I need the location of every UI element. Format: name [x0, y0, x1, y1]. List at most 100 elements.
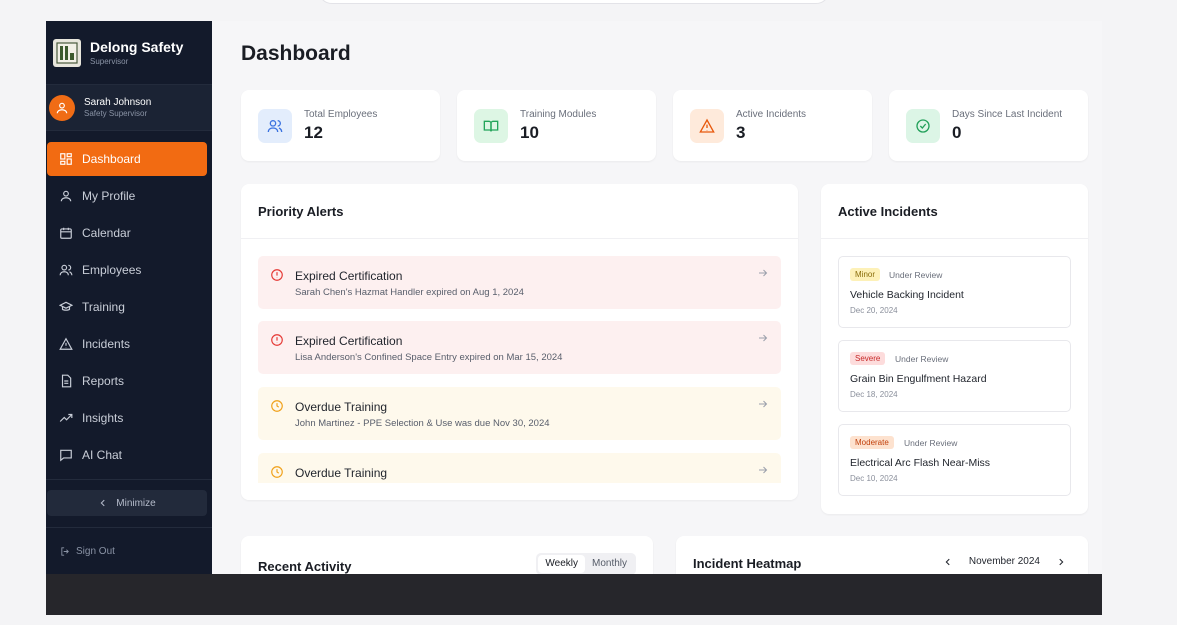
alert-item[interactable]: Expired Certification Lisa Anderson's Co… [258, 321, 781, 374]
brand: Delong Safety Supervisor [46, 21, 212, 85]
incident-date: Dec 10, 2024 [850, 474, 898, 483]
period-toggle: Weekly Monthly [536, 553, 636, 575]
sidebar-item-label: Dashboard [82, 152, 141, 166]
stat-card-total-employees[interactable]: Total Employees 12 [241, 90, 440, 161]
stat-label: Days Since Last Incident [952, 109, 1063, 120]
sign-out-label: Sign Out [76, 546, 115, 557]
user-card[interactable]: Sarah Johnson Safety Supervisor [46, 85, 212, 131]
sidebar-item-dashboard[interactable]: Dashboard [47, 142, 207, 176]
alert-title: Expired Certification [295, 334, 403, 348]
sidebar-item-label: Calendar [82, 226, 131, 240]
heatmap-month: November 2024 [968, 556, 1040, 567]
minimize-wrap: Minimize [46, 479, 212, 516]
user-icon [60, 190, 72, 202]
warning-triangle-icon [59, 337, 73, 350]
alert-circle-icon [271, 334, 283, 346]
sidebar-item-my-profile[interactable]: My Profile [47, 179, 207, 213]
incident-heatmap-title: Incident Heatmap [693, 556, 802, 571]
sidebar-item-training[interactable]: Training [47, 290, 207, 324]
alert-item[interactable]: Expired Certification Sarah Chen's Hazma… [258, 256, 781, 309]
sidebar-nav: Dashboard My Profile Calendar Employees … [46, 142, 212, 475]
calendar-icon [60, 227, 72, 239]
alert-title: Expired Certification [295, 269, 403, 283]
brand-role: Supervisor [90, 57, 129, 66]
sidebar-item-label: Reports [82, 374, 125, 388]
check-circle-icon [906, 109, 940, 143]
arrow-right-icon[interactable] [757, 332, 769, 344]
signout-wrap: Sign Out [46, 527, 212, 575]
incident-date: Dec 20, 2024 [850, 306, 898, 315]
chevron-right-icon[interactable] [1056, 557, 1066, 567]
month-navigator: November 2024 [943, 556, 1066, 567]
severity-badge: Severe [850, 352, 886, 365]
user-name: Sarah Johnson [84, 97, 152, 108]
incident-title: Grain Bin Engulfment Hazard [850, 373, 987, 385]
incident-status: Under Review [895, 354, 949, 364]
toggle-weekly[interactable]: Weekly [538, 555, 585, 573]
sidebar-item-incidents[interactable]: Incidents [47, 327, 207, 361]
arrow-right-icon[interactable] [757, 464, 769, 476]
stat-card-active-incidents[interactable]: Active Incidents 3 [673, 90, 872, 161]
clock-icon [271, 466, 283, 478]
sidebar-item-reports[interactable]: Reports [47, 364, 207, 398]
stat-label: Training Modules [520, 109, 597, 120]
main-content: Dashboard Total Employees 12 Training Mo… [212, 21, 1102, 596]
toggle-monthly[interactable]: Monthly [591, 558, 627, 569]
alerts-scroll-mask [241, 483, 798, 500]
chat-icon [60, 449, 72, 462]
sign-out-button[interactable]: Sign Out [46, 528, 212, 575]
sidebar-item-calendar[interactable]: Calendar [47, 216, 207, 250]
alert-title: Overdue Training [295, 400, 388, 414]
incident-title: Vehicle Backing Incident [850, 289, 964, 301]
stat-value: 10 [520, 123, 539, 142]
stat-value: 3 [736, 123, 746, 142]
alert-description: John Martinez - PPE Selection & Use was … [295, 418, 550, 429]
bottom-bar [46, 574, 1102, 615]
sidebar-item-employees[interactable]: Employees [47, 253, 207, 287]
graduation-cap-icon [59, 301, 73, 311]
stat-label: Total Employees [304, 109, 378, 120]
users-icon [258, 109, 292, 143]
clock-icon [271, 400, 283, 412]
alert-circle-icon [271, 269, 283, 281]
minimize-label: Minimize [116, 497, 156, 509]
stat-value: 12 [304, 123, 323, 142]
stat-card-days-since-incident[interactable]: Days Since Last Incident 0 [889, 90, 1088, 161]
dashboard-icon [60, 153, 72, 165]
active-incidents-panel: Active Incidents Minor Under Review Vehi… [821, 184, 1088, 514]
sidebar-item-ai-chat[interactable]: AI Chat [47, 438, 207, 472]
top-search-bar[interactable] [318, 0, 830, 4]
arrow-right-icon[interactable] [757, 267, 769, 279]
sidebar-item-label: My Profile [82, 189, 136, 203]
severity-badge: Moderate [850, 436, 894, 449]
alert-title: Overdue Training [295, 466, 388, 480]
page-title: Dashboard [241, 42, 351, 65]
incident-status: Under Review [889, 270, 943, 280]
incident-card[interactable]: Moderate Under Review Electrical Arc Fla… [838, 424, 1071, 496]
incident-card[interactable]: Minor Under Review Vehicle Backing Incid… [838, 256, 1071, 328]
priority-alerts-title: Priority Alerts [258, 203, 344, 219]
incident-date: Dec 18, 2024 [850, 390, 898, 399]
arrow-right-icon[interactable] [757, 398, 769, 410]
alert-description: Sarah Chen's Hazmat Handler expired on A… [295, 287, 524, 298]
users-icon [59, 264, 73, 276]
warning-icon [690, 109, 724, 143]
book-icon [474, 109, 508, 143]
document-icon [61, 374, 72, 388]
sign-out-icon [61, 547, 69, 556]
incident-card[interactable]: Severe Under Review Grain Bin Engulfment… [838, 340, 1071, 412]
incident-status: Under Review [904, 438, 958, 448]
sidebar-item-label: Training [82, 300, 125, 314]
sidebar-item-label: Insights [82, 411, 124, 425]
priority-alerts-panel: Priority Alerts Expired Certification Sa… [241, 184, 798, 500]
minimize-button[interactable]: Minimize [47, 490, 207, 516]
alert-item[interactable]: Overdue Training John Martinez - PPE Sel… [258, 387, 781, 440]
app-window: Delong Safety Supervisor Sarah Johnson S… [46, 21, 1102, 615]
stat-card-training-modules[interactable]: Training Modules 10 [457, 90, 656, 161]
severity-badge: Minor [850, 268, 881, 281]
sidebar-item-insights[interactable]: Insights [47, 401, 207, 435]
brand-name: Delong Safety [90, 39, 184, 55]
stat-value: 0 [952, 123, 962, 142]
chevron-left-icon[interactable] [943, 557, 953, 567]
sidebar: Delong Safety Supervisor Sarah Johnson S… [46, 21, 212, 574]
